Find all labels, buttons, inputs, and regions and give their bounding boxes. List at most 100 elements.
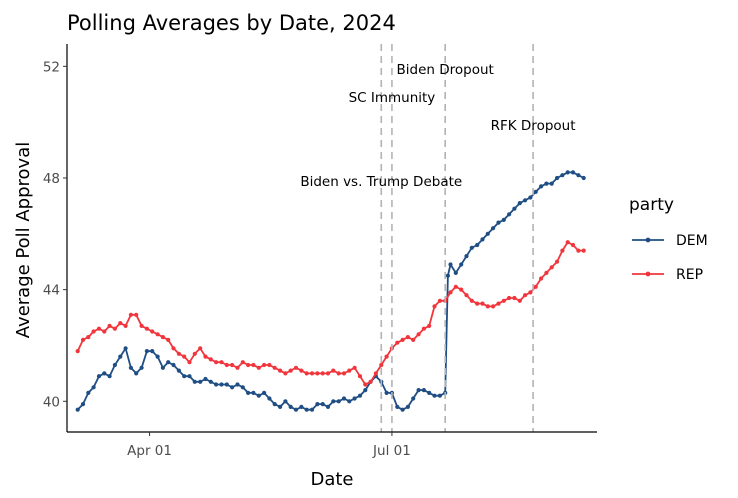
data-point-dem: [347, 399, 352, 404]
data-point-dem: [107, 374, 112, 379]
x-axis-title: Date: [310, 469, 353, 490]
data-point-dem: [517, 201, 522, 206]
data-point-rep: [421, 326, 426, 331]
event-annotation: SC Immunity: [349, 90, 436, 106]
data-point-dem: [549, 181, 554, 186]
data-point-rep: [235, 365, 240, 370]
data-point-dem: [176, 368, 181, 373]
data-point-rep: [112, 326, 117, 331]
data-point-rep: [80, 337, 86, 342]
data-point-dem: [320, 402, 325, 407]
data-point-rep: [485, 304, 490, 309]
data-point-rep: [283, 371, 288, 376]
data-point-rep: [118, 321, 123, 326]
data-point-rep: [256, 365, 261, 370]
y-tick-label: 52: [43, 59, 60, 75]
data-point-rep: [549, 265, 554, 270]
data-point-rep: [507, 295, 512, 301]
data-point-rep: [560, 248, 565, 253]
data-point-dem: [411, 396, 416, 401]
data-point-dem: [208, 379, 213, 384]
data-point-rep: [304, 371, 309, 376]
data-point-rep: [320, 371, 325, 376]
data-point-dem: [267, 396, 272, 401]
data-point-dem: [445, 273, 450, 278]
data-point-rep: [352, 365, 357, 370]
data-point-rep: [309, 371, 315, 376]
data-point-dem: [570, 170, 576, 175]
data-point-rep: [128, 312, 133, 317]
series-line-dem: [77, 171, 585, 411]
data-point-dem: [235, 382, 240, 387]
data-point-dem: [437, 393, 442, 398]
data-point-dem: [544, 181, 549, 186]
data-point-rep: [496, 301, 501, 306]
data-point-dem: [198, 379, 203, 384]
data-point-rep: [166, 337, 171, 342]
y-tick-label: 44: [43, 283, 60, 299]
data-point-dem: [86, 390, 91, 395]
data-point-dem: [192, 379, 197, 384]
data-point-dem: [80, 402, 86, 407]
data-point-dem: [459, 262, 464, 267]
data-point-dem: [214, 382, 219, 387]
data-point-rep: [373, 371, 378, 376]
data-point-rep: [230, 362, 235, 368]
x-tick-label: Jul 01: [372, 443, 411, 459]
data-point-dem: [283, 399, 288, 404]
data-point-rep: [416, 332, 421, 337]
data-point-rep: [187, 360, 192, 365]
data-point-rep: [469, 298, 474, 303]
data-point-rep: [107, 323, 112, 328]
data-point-dem: [91, 385, 96, 390]
data-point-rep: [517, 298, 522, 303]
data-point-dem: [485, 231, 490, 236]
data-point-rep: [208, 357, 213, 362]
data-point-dem: [336, 399, 341, 404]
data-point-rep: [272, 365, 277, 370]
legend-key-point-dem: [645, 237, 651, 243]
data-point-dem: [555, 175, 560, 181]
data-point-dem: [491, 226, 496, 231]
data-point-rep: [539, 276, 544, 281]
data-point-rep: [219, 360, 224, 365]
data-point-dem: [144, 349, 149, 354]
data-point-rep: [432, 304, 437, 309]
data-point-dem: [331, 399, 336, 404]
data-point-dem: [240, 385, 245, 390]
data-point-dem: [123, 346, 128, 351]
data-point-rep: [182, 354, 187, 359]
data-point-dem: [384, 390, 389, 395]
data-point-rep: [555, 259, 560, 264]
data-point-rep: [150, 329, 155, 334]
data-point-rep: [331, 368, 336, 373]
data-point-rep: [427, 323, 432, 328]
data-point-rep: [544, 270, 549, 275]
data-point-rep: [278, 368, 283, 373]
data-point-rep: [336, 371, 341, 376]
data-point-rep: [288, 368, 293, 373]
data-point-rep: [347, 368, 352, 373]
data-point-rep: [501, 298, 506, 303]
event-annotation: Biden vs. Trump Debate: [300, 174, 462, 190]
data-point-rep: [192, 351, 197, 356]
data-point-rep: [341, 371, 347, 376]
data-point-dem: [480, 237, 485, 242]
data-point-dem: [118, 354, 123, 359]
data-point-rep: [395, 340, 400, 345]
chart-title: Polling Averages by Date, 2024: [67, 11, 396, 35]
data-point-dem: [448, 262, 453, 267]
data-point-dem: [187, 374, 192, 379]
data-point-dem: [363, 388, 368, 393]
legend: party DEM REP: [629, 195, 708, 283]
data-point-rep: [565, 240, 570, 245]
data-point-rep: [123, 323, 128, 328]
data-point-rep: [139, 323, 144, 328]
event-lines: [380, 44, 534, 432]
data-point-dem: [230, 385, 235, 390]
data-point-dem: [421, 388, 426, 393]
data-point-rep: [363, 382, 368, 387]
data-point-dem: [352, 396, 357, 401]
legend-title: party: [629, 195, 674, 215]
data-point-rep: [437, 298, 442, 303]
